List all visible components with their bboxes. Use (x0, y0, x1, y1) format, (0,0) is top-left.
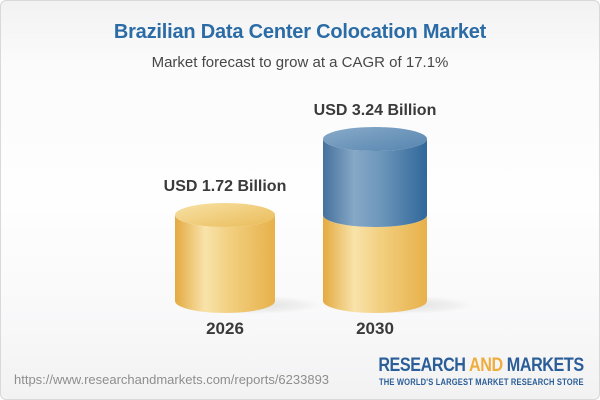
chart-subtitle: Market forecast to grow at a CAGR of 17.… (151, 54, 449, 71)
logo-tagline: THE WORLD'S LARGEST MARKET RESEARCH STOR… (379, 376, 584, 387)
category-label-2026: 2026 (206, 319, 244, 338)
cylinder-top-cap-2030 (323, 127, 427, 151)
value-label-2026: USD 1.72 Billion (164, 178, 287, 195)
bars-layer (175, 127, 473, 314)
value-label-2030: USD 3.24 Billion (314, 102, 437, 119)
logo-word-research: RESEARCH (378, 355, 467, 376)
logo-wordmark: RESEARCH AND MARKETS (377, 355, 585, 376)
cylinder-segment-gold-2026 (175, 215, 275, 313)
researchandmarkets-logo: RESEARCH AND MARKETS THE WORLD'S LARGEST… (340, 355, 585, 387)
cylinder-segment-blue-2030 (323, 139, 427, 227)
logo-word-and: AND (469, 355, 504, 376)
category-label-2030: 2030 (356, 319, 394, 338)
logo-word-markets: MARKETS (507, 355, 584, 376)
page-title: Brazilian Data Center Colocation Market (113, 21, 487, 43)
source-url: https://www.researchandmarkets.com/repor… (14, 372, 330, 387)
cylinder-top-cap-2026 (175, 203, 275, 227)
cylinder-segment-gold-2030 (323, 215, 427, 313)
